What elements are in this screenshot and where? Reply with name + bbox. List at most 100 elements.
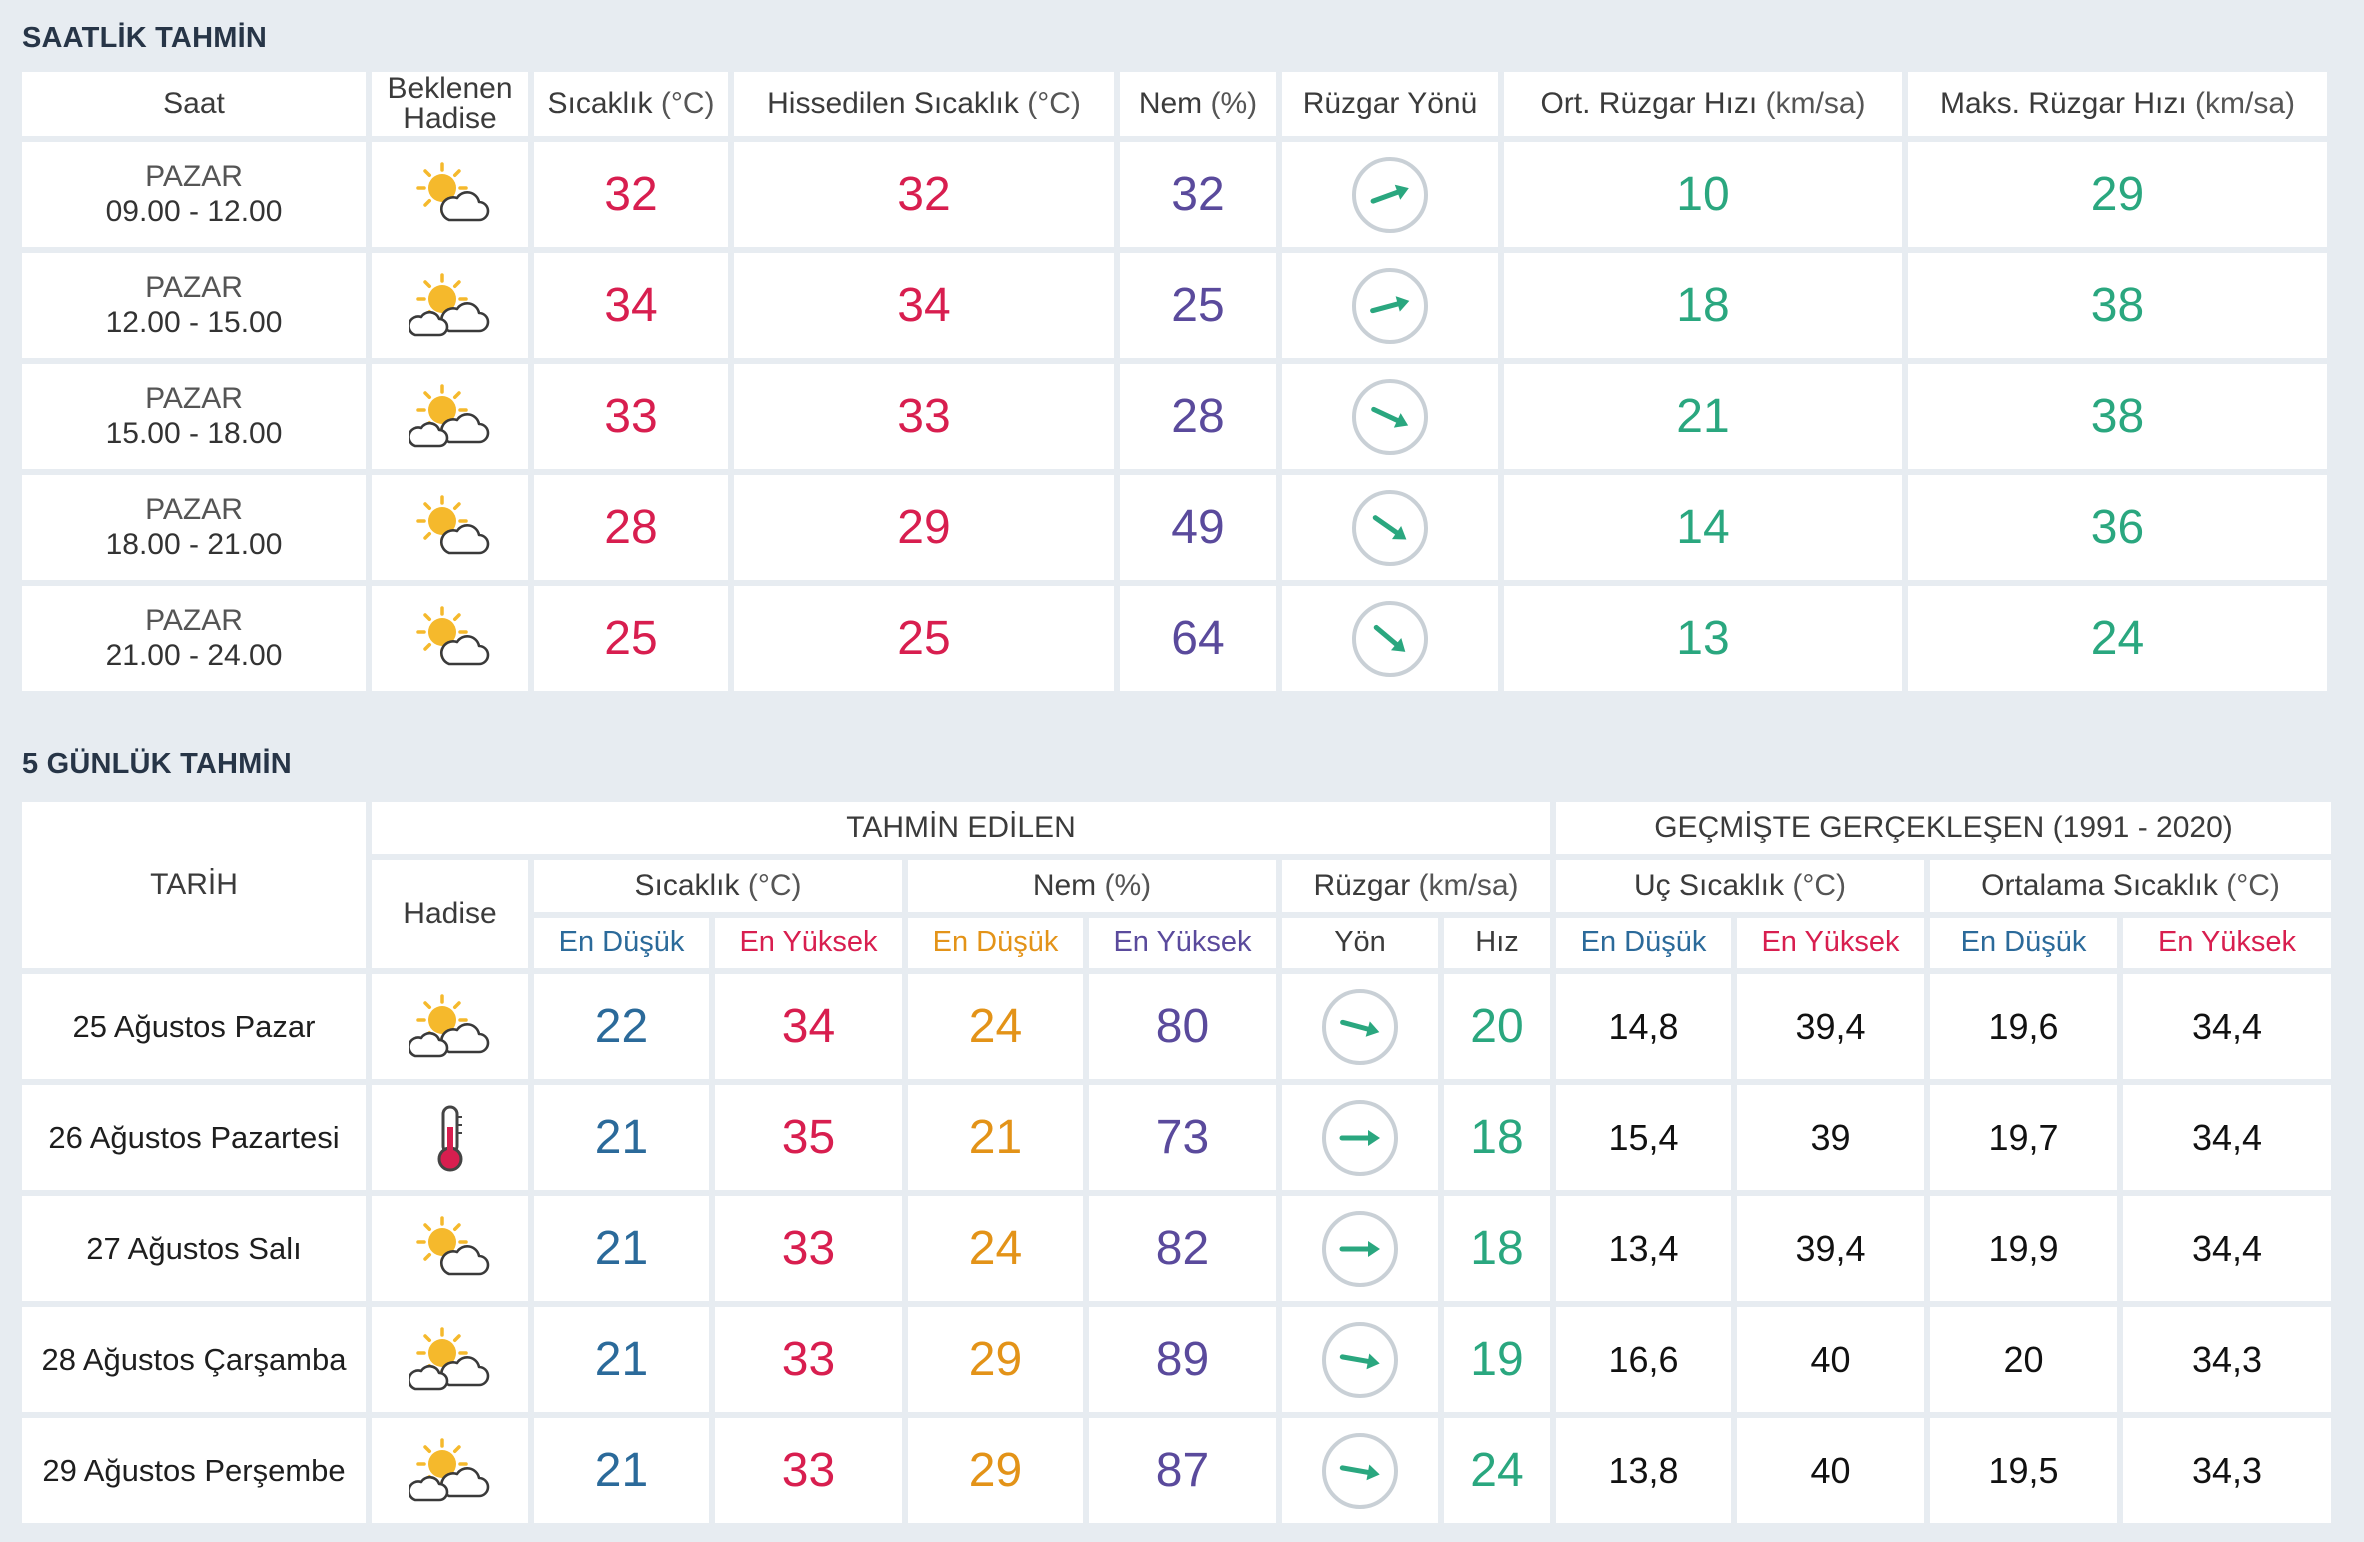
hourly-row-feels: 33 — [734, 364, 1114, 469]
hourly-row-max-wind: 29 — [1908, 142, 2327, 247]
daily-forecast-table: TARİH TAHMİN EDİLEN GEÇMİŞTE GERÇEKLEŞEN… — [22, 802, 2331, 1523]
hourly-row-avg-wind: 10 — [1504, 142, 1902, 247]
row-time-range: 15.00 - 18.00 — [105, 416, 283, 450]
header-avg-min: En Düşük — [1930, 918, 2117, 968]
hourly-row-time: PAZAR 21.00 - 24.00 — [22, 586, 366, 691]
daily-row-humidity-min: 29 — [908, 1418, 1083, 1523]
daily-row-extreme-max: 39 — [1737, 1085, 1924, 1190]
hourly-row-time: PAZAR 18.00 - 21.00 — [22, 475, 366, 580]
hourly-row-event — [372, 475, 528, 580]
wind-arrow-icon — [1322, 1432, 1398, 1509]
header-wind-label: Rüzgar — [1313, 868, 1411, 902]
daily-row-avg-min: 20 — [1930, 1307, 2117, 1412]
daily-row-humidity-min: 24 — [908, 974, 1083, 1079]
row-day: PAZAR — [145, 160, 243, 193]
daily-row-extreme-min: 15,4 — [1556, 1085, 1731, 1190]
hourly-row-max-wind: 36 — [1908, 475, 2327, 580]
hourly-row-feels: 25 — [734, 586, 1114, 691]
header-date: TARİH — [22, 802, 366, 968]
hourly-row-temp: 25 — [534, 586, 728, 691]
header-time: Saat — [22, 72, 366, 136]
hourly-row-wind-direction — [1282, 586, 1498, 691]
daily-row-wind-direction — [1282, 974, 1438, 1079]
hourly-row-event — [372, 586, 528, 691]
daily-row-humidity-min: 24 — [908, 1196, 1083, 1301]
wind-arrow-icon — [1352, 156, 1428, 233]
header-extreme-max: En Yüksek — [1737, 918, 1924, 968]
header-max-wind: Maks. Rüzgar Hızı (km/sa) — [1908, 72, 2327, 136]
daily-row-wind-speed: 24 — [1444, 1418, 1550, 1523]
hourly-section-title: SAATLİK TAHMİN — [22, 22, 267, 54]
header-feels-unit: (°C) — [1027, 86, 1081, 120]
hourly-row-wind-direction — [1282, 475, 1498, 580]
row-day: PAZAR — [145, 493, 243, 526]
daily-row-wind-direction — [1282, 1418, 1438, 1523]
header-temperature-unit: (°C) — [660, 86, 715, 120]
header-temperature-label: Sıcaklık — [634, 868, 740, 902]
header-extreme-temp-unit: (°C) — [1792, 868, 1847, 902]
daily-row-extreme-max: 40 — [1737, 1307, 1924, 1412]
daily-row-event — [372, 1418, 528, 1523]
hourly-row-feels: 32 — [734, 142, 1114, 247]
wind-arrow-icon — [1352, 267, 1428, 344]
hourly-row-event — [372, 253, 528, 358]
hourly-row-max-wind: 38 — [1908, 253, 2327, 358]
hourly-row-avg-wind: 13 — [1504, 586, 1902, 691]
header-max-wind-unit: (km/sa) — [2195, 86, 2296, 120]
header-feels-label: Hissedilen Sıcaklık — [767, 86, 1019, 120]
daily-row-humidity-min: 21 — [908, 1085, 1083, 1190]
daily-section-title: 5 GÜNLÜK TAHMİN — [22, 748, 292, 780]
hourly-row-max-wind: 24 — [1908, 586, 2327, 691]
partly-cloudy-icon — [409, 272, 490, 336]
daily-row-wind-speed: 18 — [1444, 1085, 1550, 1190]
header-temp-min: En Düşük — [534, 918, 709, 968]
hourly-row-humidity: 28 — [1120, 364, 1276, 469]
daily-row-wind-direction — [1282, 1196, 1438, 1301]
daily-row-temp-max: 33 — [715, 1418, 902, 1523]
daily-row-avg-min: 19,7 — [1930, 1085, 2117, 1190]
daily-row-wind-direction — [1282, 1085, 1438, 1190]
hourly-row-avg-wind: 18 — [1504, 253, 1902, 358]
hourly-row-event — [372, 364, 528, 469]
wind-arrow-icon — [1322, 988, 1398, 1065]
header-humidity-max: En Yüksek — [1089, 918, 1276, 968]
partly-cloudy-icon — [409, 1326, 490, 1390]
hourly-row-time: PAZAR 09.00 - 12.00 — [22, 142, 366, 247]
row-time-range: 09.00 - 12.00 — [105, 194, 283, 228]
daily-row-extreme-max: 40 — [1737, 1418, 1924, 1523]
daily-row-event — [372, 1196, 528, 1301]
wind-arrow-icon — [1322, 1210, 1398, 1287]
daily-row-temp-min: 22 — [534, 974, 709, 1079]
header-wind: Rüzgar (km/sa) — [1282, 860, 1550, 912]
daily-row-wind-speed: 19 — [1444, 1307, 1550, 1412]
daily-row-humidity-max: 80 — [1089, 974, 1276, 1079]
header-humidity: Nem (%) — [1120, 72, 1276, 136]
sun-behind-cloud-icon — [416, 1215, 490, 1275]
sun-behind-cloud-icon — [416, 161, 490, 221]
thermometer-icon — [437, 1105, 463, 1171]
hourly-row-avg-wind: 14 — [1504, 475, 1902, 580]
header-avg-max: En Yüksek — [2123, 918, 2331, 968]
row-day: PAZAR — [145, 271, 243, 304]
hourly-row-humidity: 49 — [1120, 475, 1276, 580]
hourly-forecast-table: Saat Beklenen Hadise Sıcaklık (°C) Hisse… — [22, 72, 2327, 691]
daily-row-humidity-max: 82 — [1089, 1196, 1276, 1301]
header-event: Beklenen Hadise — [372, 72, 528, 136]
daily-row-wind-speed: 20 — [1444, 974, 1550, 1079]
hourly-row-avg-wind: 21 — [1504, 364, 1902, 469]
header-feels-like: Hissedilen Sıcaklık (°C) — [734, 72, 1114, 136]
hourly-row-temp: 33 — [534, 364, 728, 469]
partly-cloudy-icon — [409, 383, 490, 447]
wind-arrow-icon — [1352, 600, 1428, 677]
daily-row-wind-direction — [1282, 1307, 1438, 1412]
daily-row-date: 25 Ağustos Pazar — [22, 974, 366, 1079]
daily-row-event — [372, 1307, 528, 1412]
hourly-row-time: PAZAR 15.00 - 18.00 — [22, 364, 366, 469]
daily-row-temp-max: 33 — [715, 1307, 902, 1412]
header-temperature: Sıcaklık (°C) — [534, 72, 728, 136]
daily-row-avg-min: 19,9 — [1930, 1196, 2117, 1301]
row-time-range: 18.00 - 21.00 — [105, 527, 283, 561]
header-humidity-min: En Düşük — [908, 918, 1083, 968]
header-avg-temp-unit: (°C) — [2226, 868, 2280, 902]
hourly-row-humidity: 32 — [1120, 142, 1276, 247]
